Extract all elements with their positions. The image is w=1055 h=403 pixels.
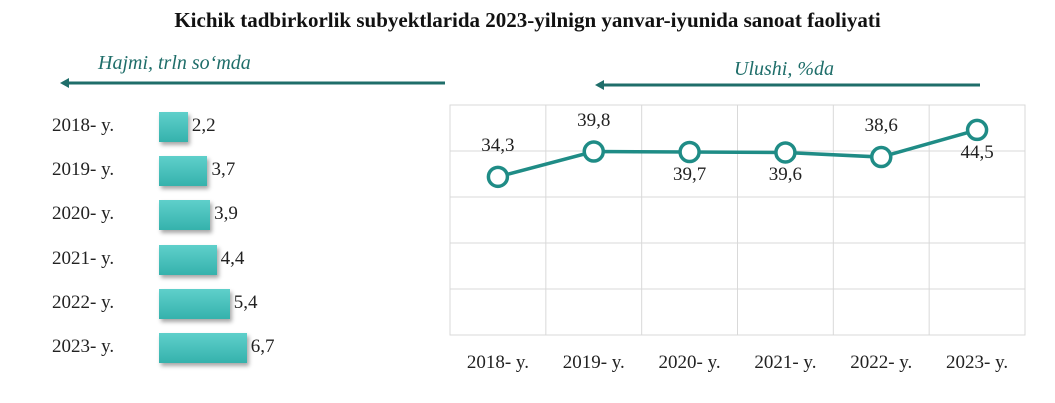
line-value-label: 34,3 <box>481 134 515 156</box>
x-tick-label: 2021- y. <box>754 352 817 373</box>
line-value-label: 39,6 <box>768 164 803 186</box>
line-value-label: 44,5 <box>960 141 994 163</box>
series-line <box>497 128 978 179</box>
x-tick-label: 2023- y. <box>946 352 1009 373</box>
bar <box>159 333 247 363</box>
data-point <box>965 118 989 142</box>
bar-category-label: 2023- y. <box>52 336 115 357</box>
line-value-label: 39,7 <box>672 164 707 185</box>
bar-value-label: 3,7 <box>211 159 236 181</box>
bar <box>159 156 208 187</box>
line-value-label: 39,8 <box>577 109 611 131</box>
chart-title: Kichik tadbirkorlik subyektlarida 2023-y… <box>174 8 881 32</box>
bar <box>159 112 188 142</box>
line-chart-grid <box>449 104 1026 336</box>
bar-value-label: 3,9 <box>214 203 238 225</box>
bar <box>159 244 217 275</box>
data-point <box>870 145 893 169</box>
line-subtitle-arrow <box>595 80 980 90</box>
data-point <box>774 141 797 164</box>
x-tick-label: 2018- y. <box>466 352 529 373</box>
data-point <box>678 140 701 164</box>
bar-category-label: 2020- y. <box>52 203 115 225</box>
data-point <box>486 165 510 189</box>
x-tick-label: 2019- y. <box>562 352 625 373</box>
bar <box>159 288 230 319</box>
x-tick-label: 2020- y. <box>658 352 721 373</box>
bar-category-label: 2022- y. <box>52 291 115 313</box>
bar-subtitle-arrow <box>60 78 445 88</box>
bar-category-label: 2021- y. <box>52 247 115 269</box>
bar-value-label: 5,4 <box>233 291 258 313</box>
data-point <box>582 140 605 163</box>
x-tick-label: 2022- y. <box>850 352 913 373</box>
line-chart-subtitle: Ulushi, %da <box>734 58 834 80</box>
bar <box>159 200 211 231</box>
line-value-label: 38,6 <box>864 115 898 137</box>
bar-category-label: 2019- y. <box>52 159 115 181</box>
bar-value-label: 2,2 <box>191 115 216 136</box>
line-series <box>486 118 989 189</box>
bar-value-label: 4,4 <box>220 247 245 269</box>
bar-chart-subtitle: Hajmi, trln so‘mda <box>98 52 251 74</box>
bar-category-label: 2018- y. <box>52 115 115 136</box>
bar-value-label: 6,7 <box>250 336 275 357</box>
